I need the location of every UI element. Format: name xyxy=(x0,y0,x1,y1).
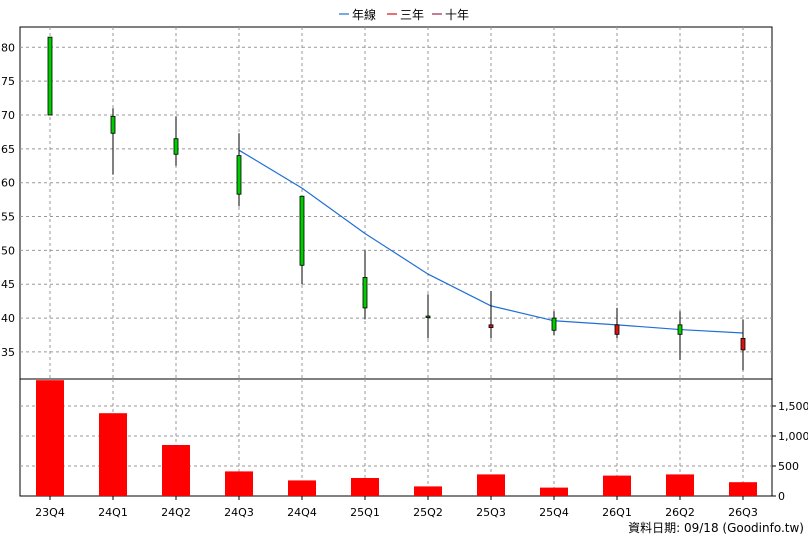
legend: 年線 三年 十年 xyxy=(339,7,469,22)
volume-y-axis: 0 500 1,000 1,500 xyxy=(772,400,808,503)
price-y-axis: 35 40 45 50 55 60 65 70 75 80 xyxy=(1,41,15,359)
volume-bar-25Q2 xyxy=(414,486,442,496)
candle-body xyxy=(299,195,305,266)
candle-24Q1 xyxy=(110,108,116,175)
x-tick-label: 25Q1 xyxy=(350,506,380,519)
volume-bar-26Q3 xyxy=(729,482,757,496)
volume-bar-26Q2 xyxy=(666,474,694,496)
volume-bar-25Q3 xyxy=(477,474,505,496)
x-tick-label: 26Q3 xyxy=(728,506,758,519)
volume-bar-24Q3 xyxy=(225,471,253,496)
volume-bar-26Q1 xyxy=(603,475,631,496)
volume-bar-25Q4 xyxy=(540,487,568,496)
price-tick-label: 40 xyxy=(1,312,15,325)
candle-body xyxy=(425,315,431,318)
candle-26Q1 xyxy=(614,307,620,339)
price-panel: 35 40 45 50 55 60 65 70 75 80 xyxy=(1,26,773,380)
price-tick-label: 75 xyxy=(1,75,15,88)
price-tick-label: 50 xyxy=(1,244,15,257)
x-tick-label: 23Q4 xyxy=(35,506,65,519)
volume-bar-24Q4 xyxy=(288,480,316,496)
candle-26Q2 xyxy=(677,311,683,361)
candle-body xyxy=(110,115,116,134)
x-tick-label: 24Q2 xyxy=(161,506,191,519)
candle-25Q1 xyxy=(362,250,368,320)
candle-23Q4 xyxy=(47,36,53,116)
price-tick-label: 55 xyxy=(1,211,15,224)
candle-body xyxy=(488,324,494,328)
x-tick-label: 25Q3 xyxy=(476,506,506,519)
price-grid xyxy=(20,27,772,379)
price-tick-label: 35 xyxy=(1,346,15,359)
candle-24Q2 xyxy=(173,116,179,166)
candle-24Q4 xyxy=(299,195,305,285)
volume-plot-frame xyxy=(19,378,773,497)
candle-body xyxy=(47,36,53,116)
candle-26Q3 xyxy=(740,319,746,371)
x-tick-label: 25Q2 xyxy=(413,506,443,519)
price-tick-label: 60 xyxy=(1,177,15,190)
candle-body xyxy=(362,277,368,309)
candle-body xyxy=(173,138,179,155)
volume-bars xyxy=(36,380,757,496)
x-axis: 23Q4 24Q1 24Q2 24Q3 24Q4 25Q1 25Q2 25Q3 25Q4 26Q1… xyxy=(35,496,758,519)
price-tick-label: 80 xyxy=(1,41,15,54)
candle-24Q3 xyxy=(236,133,242,207)
candle-body xyxy=(236,155,242,195)
candle-body xyxy=(740,337,746,351)
x-tick-label: 25Q4 xyxy=(539,506,569,519)
candle-25Q3 xyxy=(488,291,494,339)
x-tick-label: 26Q1 xyxy=(602,506,632,519)
volume-bar-25Q1 xyxy=(351,478,379,496)
legend-label-ten-year: 十年 xyxy=(445,8,469,22)
candle-body xyxy=(551,317,557,331)
volume-tick-label: 500 xyxy=(778,460,799,473)
legend-label-annual: 年線 xyxy=(352,7,376,22)
price-tick-label: 45 xyxy=(1,278,15,291)
x-tick-label: 24Q4 xyxy=(287,506,317,519)
volume-panel: 0 500 1,000 1,500 xyxy=(19,378,808,503)
x-tick-label: 24Q1 xyxy=(98,506,128,519)
volume-tick-label: 0 xyxy=(778,490,785,503)
price-tick-label: 70 xyxy=(1,109,15,122)
candle-25Q2 xyxy=(425,294,431,339)
volume-bar-24Q2 xyxy=(162,445,190,496)
volume-tick-label: 1,000 xyxy=(778,430,808,443)
candle-body xyxy=(677,324,683,335)
volume-bar-23Q4 xyxy=(36,380,64,496)
legend-label-three-year: 三年 xyxy=(400,8,424,22)
x-tick-label: 26Q2 xyxy=(665,506,695,519)
price-plot-frame xyxy=(19,26,773,380)
x-tick-label: 24Q3 xyxy=(224,506,254,519)
volume-bar-24Q1 xyxy=(99,413,127,496)
candlesticks xyxy=(47,36,746,371)
volume-tick-label: 1,500 xyxy=(778,400,808,413)
candle-body xyxy=(614,324,620,335)
price-tick-label: 65 xyxy=(1,143,15,156)
source-footer: 資料日期: 09/18 (Goodinfo.tw) xyxy=(628,521,804,535)
candle-25Q4 xyxy=(551,311,557,335)
